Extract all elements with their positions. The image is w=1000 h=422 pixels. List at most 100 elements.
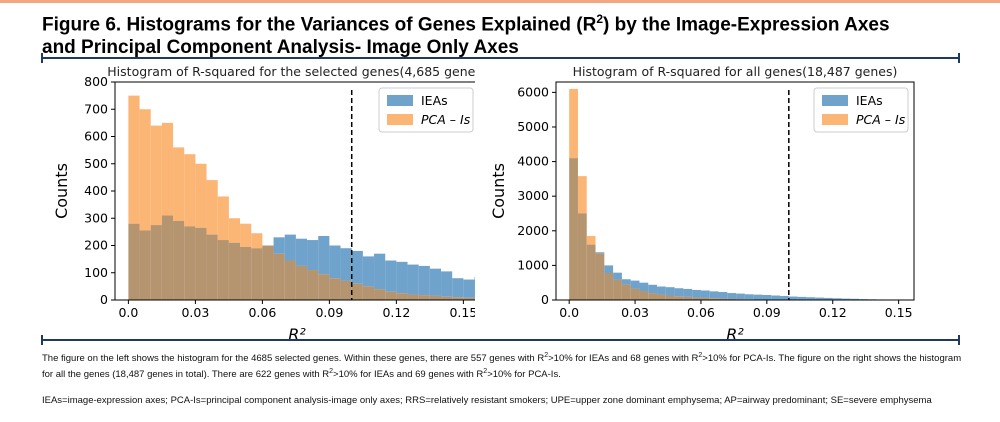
legend-label-ieas: IEAs [856,93,883,108]
bar-pca [173,147,185,221]
bar-overlap [604,273,614,300]
bar-ieas [407,264,419,295]
bar-overlap [396,293,408,300]
bar-ieas [823,297,833,300]
caption-divider-cap-left [41,335,43,345]
caption-text: >10% for IEAs and 69 genes with R [333,369,484,381]
bar-ieas [665,287,675,296]
bar-overlap [429,295,442,300]
bar-overlap [657,294,666,300]
bar-overlap [441,296,453,300]
histogram-selected-genes: Histogram of R-squared for the selected … [55,64,475,342]
bar-overlap [161,215,174,300]
y-tick-label: 3000 [517,188,549,203]
bar-ieas [815,297,824,300]
bar-overlap [648,293,658,300]
x-tick-label: 0.15 [885,305,913,320]
bar-overlap [307,270,319,300]
bar-ieas [429,268,442,296]
x-tick-label: 0.15 [449,305,475,320]
bar-ieas [273,237,285,254]
x-tick-label: 0.0 [559,305,579,320]
figure-title-line2: and Principal Component Analysis- Image … [42,37,519,59]
bar-overlap [709,298,719,300]
bar-pca [195,163,207,228]
y-tick-label: 4000 [517,154,549,169]
legend-label-ieas: IEAs [421,93,448,108]
bar-overlap [727,298,737,300]
chart-title: Histogram of R-squared for all genes(18,… [573,64,898,79]
bar-pca [251,233,263,249]
bar-overlap [577,213,587,300]
bar-ieas [788,296,798,300]
bar-ieas [648,284,658,294]
bar-overlap [284,260,296,300]
bar-overlap [586,244,596,300]
header-divider [42,57,960,59]
bar-ieas [709,291,719,299]
bar-overlap [262,245,274,300]
bar-pca [184,154,196,227]
bar-pca [240,223,252,247]
bar-overlap [639,291,649,300]
x-tick-label: 0.03 [181,305,209,320]
caption-divider-cap-right [958,335,960,345]
bar-pca [577,176,587,214]
bar-ieas [284,234,296,261]
bar-overlap [351,283,363,300]
figure-title-sup: 2 [596,12,604,26]
bar-overlap [139,230,151,300]
bar-ieas [604,265,614,274]
header-divider-cap-right [958,53,960,63]
bar-overlap [206,234,218,300]
bar-ieas [753,294,763,300]
y-tick-label: 0 [100,292,108,307]
x-tick-label: 0.09 [315,305,343,320]
plot-frame [555,81,915,301]
bar-ieas [362,256,375,287]
bar-overlap [173,220,185,300]
bar-ieas [329,245,341,279]
top-accent-rule [0,0,1000,3]
bar-overlap [150,225,162,300]
bar-overlap [452,297,464,300]
bar-ieas [832,298,842,300]
bar-ieas [351,250,363,284]
caption-paragraph-1: The figure on the left shows the histogr… [42,349,972,381]
legend-label-pca: PCA – Is [856,112,906,127]
bar-ieas [850,298,860,300]
bar-ieas [385,260,397,292]
bar-pca [569,88,578,159]
bar-pca [128,95,140,224]
bar-ieas [621,279,631,285]
x-tick-label: 0.09 [753,305,781,320]
bar-overlap [700,297,710,300]
y-tick-label: 0 [541,292,549,307]
bar-ieas [613,272,622,280]
bar-ieas [318,235,330,275]
bar-overlap [273,253,285,300]
bar-ieas [797,296,807,300]
legend-swatch-ieas [822,95,848,106]
bar-ieas [374,253,386,290]
bar-pca [206,180,218,235]
bar-ieas [396,261,408,294]
bar-overlap [184,226,196,300]
caption-text: The figure on the left shows the histogr… [42,353,545,365]
bar-overlap [374,289,386,300]
y-tick-label: 600 [84,129,108,144]
bar-overlap [692,297,701,300]
bar-ieas [639,282,649,292]
bar-ieas [700,290,710,298]
bar-pca [161,122,174,216]
x-tick-label: 0.12 [382,305,410,320]
bar-ieas [340,248,352,281]
x-axis-label: R² [288,325,306,342]
legend-swatch-pca [387,114,413,125]
bar-pca [228,218,241,243]
bar-ieas [418,265,430,296]
legend-swatch-ieas [387,95,413,106]
y-tick-label: 6000 [517,84,549,99]
bar-overlap [674,296,684,300]
legend-swatch-pca [822,114,848,125]
